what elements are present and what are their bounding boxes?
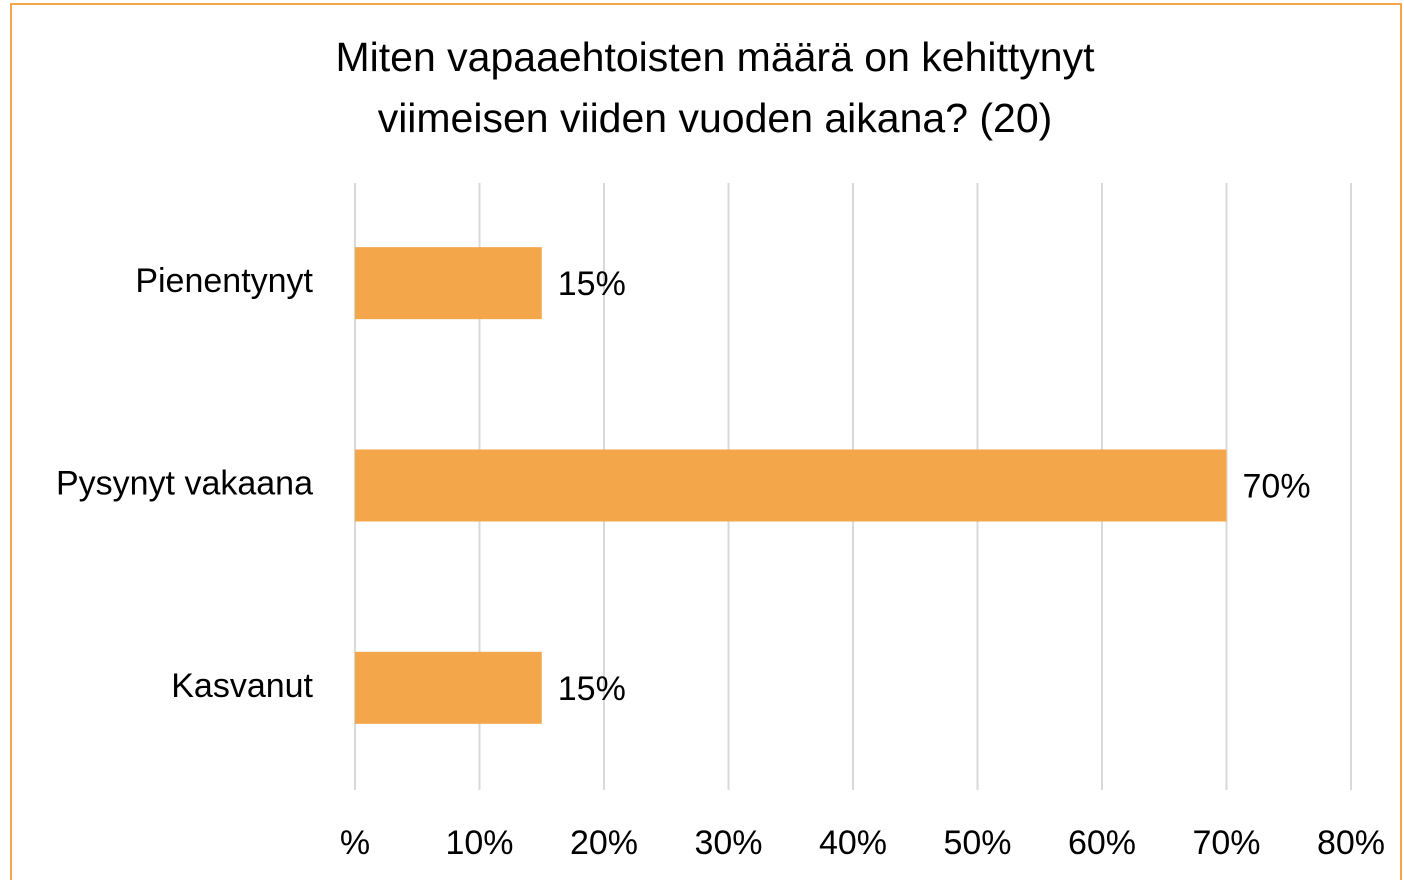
x-tick-label: % [340, 824, 370, 862]
x-tick-label: 70% [1192, 824, 1260, 862]
y-tick-label: Pienentynyt [135, 262, 313, 300]
y-tick-label: Kasvanut [171, 667, 313, 705]
x-tick-label: 50% [943, 824, 1011, 862]
x-tick-label: 80% [1317, 824, 1385, 862]
x-tick-label: 10% [445, 824, 513, 862]
chart-border [10, 3, 1402, 880]
bar [355, 247, 542, 320]
chart-title: Miten vapaaehtoisten määrä on kehittynyt [336, 34, 1096, 80]
chart-title: viimeisen viiden vuoden aikana? (20) [378, 95, 1053, 141]
bar [355, 651, 542, 724]
x-tick-label: 40% [819, 824, 887, 862]
bar [355, 449, 1227, 522]
x-tick-label: 20% [570, 824, 638, 862]
x-tick-label: 30% [694, 824, 762, 862]
x-tick-label: 60% [1068, 824, 1136, 862]
value-label: 70% [1243, 467, 1311, 505]
value-label: 15% [558, 670, 626, 708]
value-label: 15% [558, 265, 626, 303]
y-tick-label: Pysynyt vakaana [56, 464, 313, 502]
